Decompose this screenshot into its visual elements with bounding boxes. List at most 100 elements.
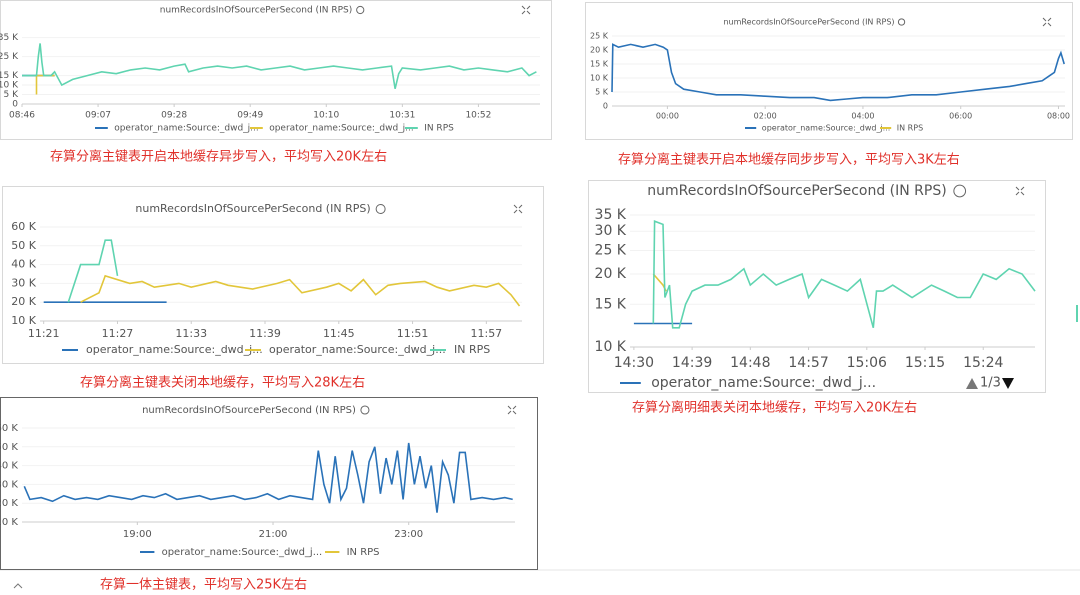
y-tick-label: 25 K [590, 32, 609, 41]
pager-down[interactable] [1002, 378, 1014, 389]
y-tick-label: 25 K [595, 242, 627, 258]
x-tick-label: 11:27 [102, 327, 134, 340]
chevron[interactable] [13, 583, 23, 589]
x-tick-label: 14:39 [672, 355, 712, 371]
y-tick-label: 35 K [595, 207, 627, 223]
expand-icon[interactable] [513, 204, 523, 214]
info-icon [356, 5, 365, 15]
legend-pager: 1/3 [980, 376, 1001, 391]
caption: 存算分离主键表开启本地缓存同步步写入，平均写入3K左右 [618, 152, 960, 168]
y-tick-label: 10 K [595, 339, 627, 355]
series-line [80, 274, 521, 307]
legend-label: operator_name:Source:_dwd_j... [269, 124, 414, 134]
caption: 存算分离明细表关闭本地缓存，平均写入20K左右 [632, 400, 917, 416]
y-tick-label: 15 K [590, 60, 609, 69]
y-tick-label: 5 K [4, 90, 20, 100]
y-tick-label: 10 K [11, 314, 36, 327]
caption: 存算分离主键表开启本地缓存异步写入，平均写入20K左右 [50, 149, 387, 165]
chart-panel: numRecordsInOfSourcePerSecond (IN RPS) 10… [2, 186, 544, 364]
legend-label: IN RPS [347, 547, 380, 558]
x-tick-label: 21:00 [259, 529, 288, 540]
series-line [611, 43, 1065, 102]
x-tick-label: 11:33 [175, 327, 207, 340]
expand-icon[interactable] [1042, 17, 1052, 27]
x-tick-label: 08:00 [1047, 112, 1070, 121]
chart-panel: numRecordsInOfSourcePerSecond (IN RPS) 0 5… [585, 2, 1073, 140]
info-icon [360, 405, 370, 415]
x-tick-label: 09:28 [161, 111, 187, 121]
legend-label: IN RPS [454, 343, 490, 356]
y-tick-label: 40 K [11, 258, 36, 271]
x-tick-label: 11:51 [397, 327, 429, 340]
x-tick-label: 09:49 [237, 111, 263, 121]
y-tick-label: 20 K [0, 498, 18, 509]
x-tick-label: 15:15 [905, 355, 945, 371]
y-tick-label: 5 K [595, 88, 609, 97]
x-tick-label: 14:48 [730, 355, 770, 371]
chart-title: numRecordsInOfSourcePerSecond (IN RPS) [647, 183, 946, 199]
x-tick-label: 08:46 [9, 111, 35, 121]
panel-frame [585, 2, 1073, 140]
info-icon [375, 204, 386, 214]
panel-frame [0, 0, 552, 140]
y-tick-label: 30 K [11, 276, 36, 289]
chart-panel: numRecordsInOfSourcePerSecond (IN RPS) 10… [588, 180, 1046, 393]
x-tick-label: 19:00 [123, 529, 152, 540]
chart-title: numRecordsInOfSourcePerSecond (IN RPS) [142, 405, 356, 416]
x-tick-label: 09:07 [85, 111, 111, 121]
x-tick-label: 06:00 [949, 112, 972, 121]
x-tick-label: 23:00 [394, 529, 423, 540]
expand-icon[interactable] [1015, 186, 1025, 196]
series-line [67, 239, 119, 303]
expand-icon[interactable] [507, 405, 517, 415]
chart-panel: numRecordsInOfSourcePerSecond (IN RPS) 05… [0, 0, 552, 140]
chart-title: numRecordsInOfSourcePerSecond (IN RPS) [160, 6, 352, 16]
legend-label: operator_name:Source:_dwd_j... [762, 124, 891, 133]
pager-up[interactable] [966, 378, 978, 389]
y-tick-label: 10 K [0, 517, 18, 528]
y-tick-label: 60 K [0, 423, 18, 434]
y-tick-label: 30 K [0, 479, 18, 490]
x-tick-label: 14:57 [788, 355, 828, 371]
y-tick-label: 20 K [590, 46, 609, 55]
y-tick-label: 15 K [595, 296, 627, 312]
legend-label: operator_name:Source:_dwd_j... [86, 343, 263, 356]
y-tick-label: 10 K [590, 74, 609, 83]
y-tick-label: 10 K [0, 81, 19, 91]
x-tick-label: 11:45 [323, 327, 355, 340]
y-tick-label: 60 K [11, 220, 36, 233]
chart-title: numRecordsInOfSourcePerSecond (IN RPS) [723, 18, 894, 27]
expand-icon[interactable] [521, 5, 531, 15]
legend-label: IN RPS [424, 124, 454, 134]
y-tick-label: 20 K [11, 295, 36, 308]
y-tick-label: 40 K [0, 461, 18, 472]
info-icon [897, 18, 906, 26]
x-tick-label: 10:52 [465, 111, 491, 121]
chart-title: numRecordsInOfSourcePerSecond (IN RPS) [135, 202, 370, 215]
x-tick-label: 11:39 [249, 327, 281, 340]
legend-label: operator_name:Source:_dwd_j... [114, 124, 259, 134]
caption: 存算分离主键表关闭本地缓存，平均写入28K左右 [80, 375, 365, 391]
y-tick-label: 15 K [0, 71, 19, 81]
x-tick-label: 10:10 [313, 111, 339, 121]
y-tick-label: 0 [603, 102, 608, 111]
series-line [652, 220, 1036, 329]
y-tick-label: 0 [12, 100, 18, 110]
x-tick-label: 15:24 [963, 355, 1003, 371]
x-tick-label: 04:00 [851, 112, 874, 121]
legend-label: operator_name:Source:_dwd_j... [651, 375, 876, 391]
legend-label: IN RPS [897, 124, 923, 133]
y-tick-label: 30 K [595, 223, 627, 239]
chart-panel: numRecordsInOfSourcePerSecond (IN RPS) 10… [0, 397, 538, 570]
y-tick-label: 50 K [0, 442, 18, 453]
caption: 存算一体主键表，平均写入25K左右 [100, 578, 307, 593]
series-line [22, 43, 537, 89]
legend-label: operator_name:Source:_dwd_j... [269, 343, 446, 356]
panel-frame [2, 186, 544, 364]
x-tick-label: 14:30 [614, 355, 654, 371]
x-tick-label: 10:31 [389, 111, 415, 121]
x-tick-label: 15:06 [847, 355, 887, 371]
x-tick-label: 11:21 [28, 327, 60, 340]
